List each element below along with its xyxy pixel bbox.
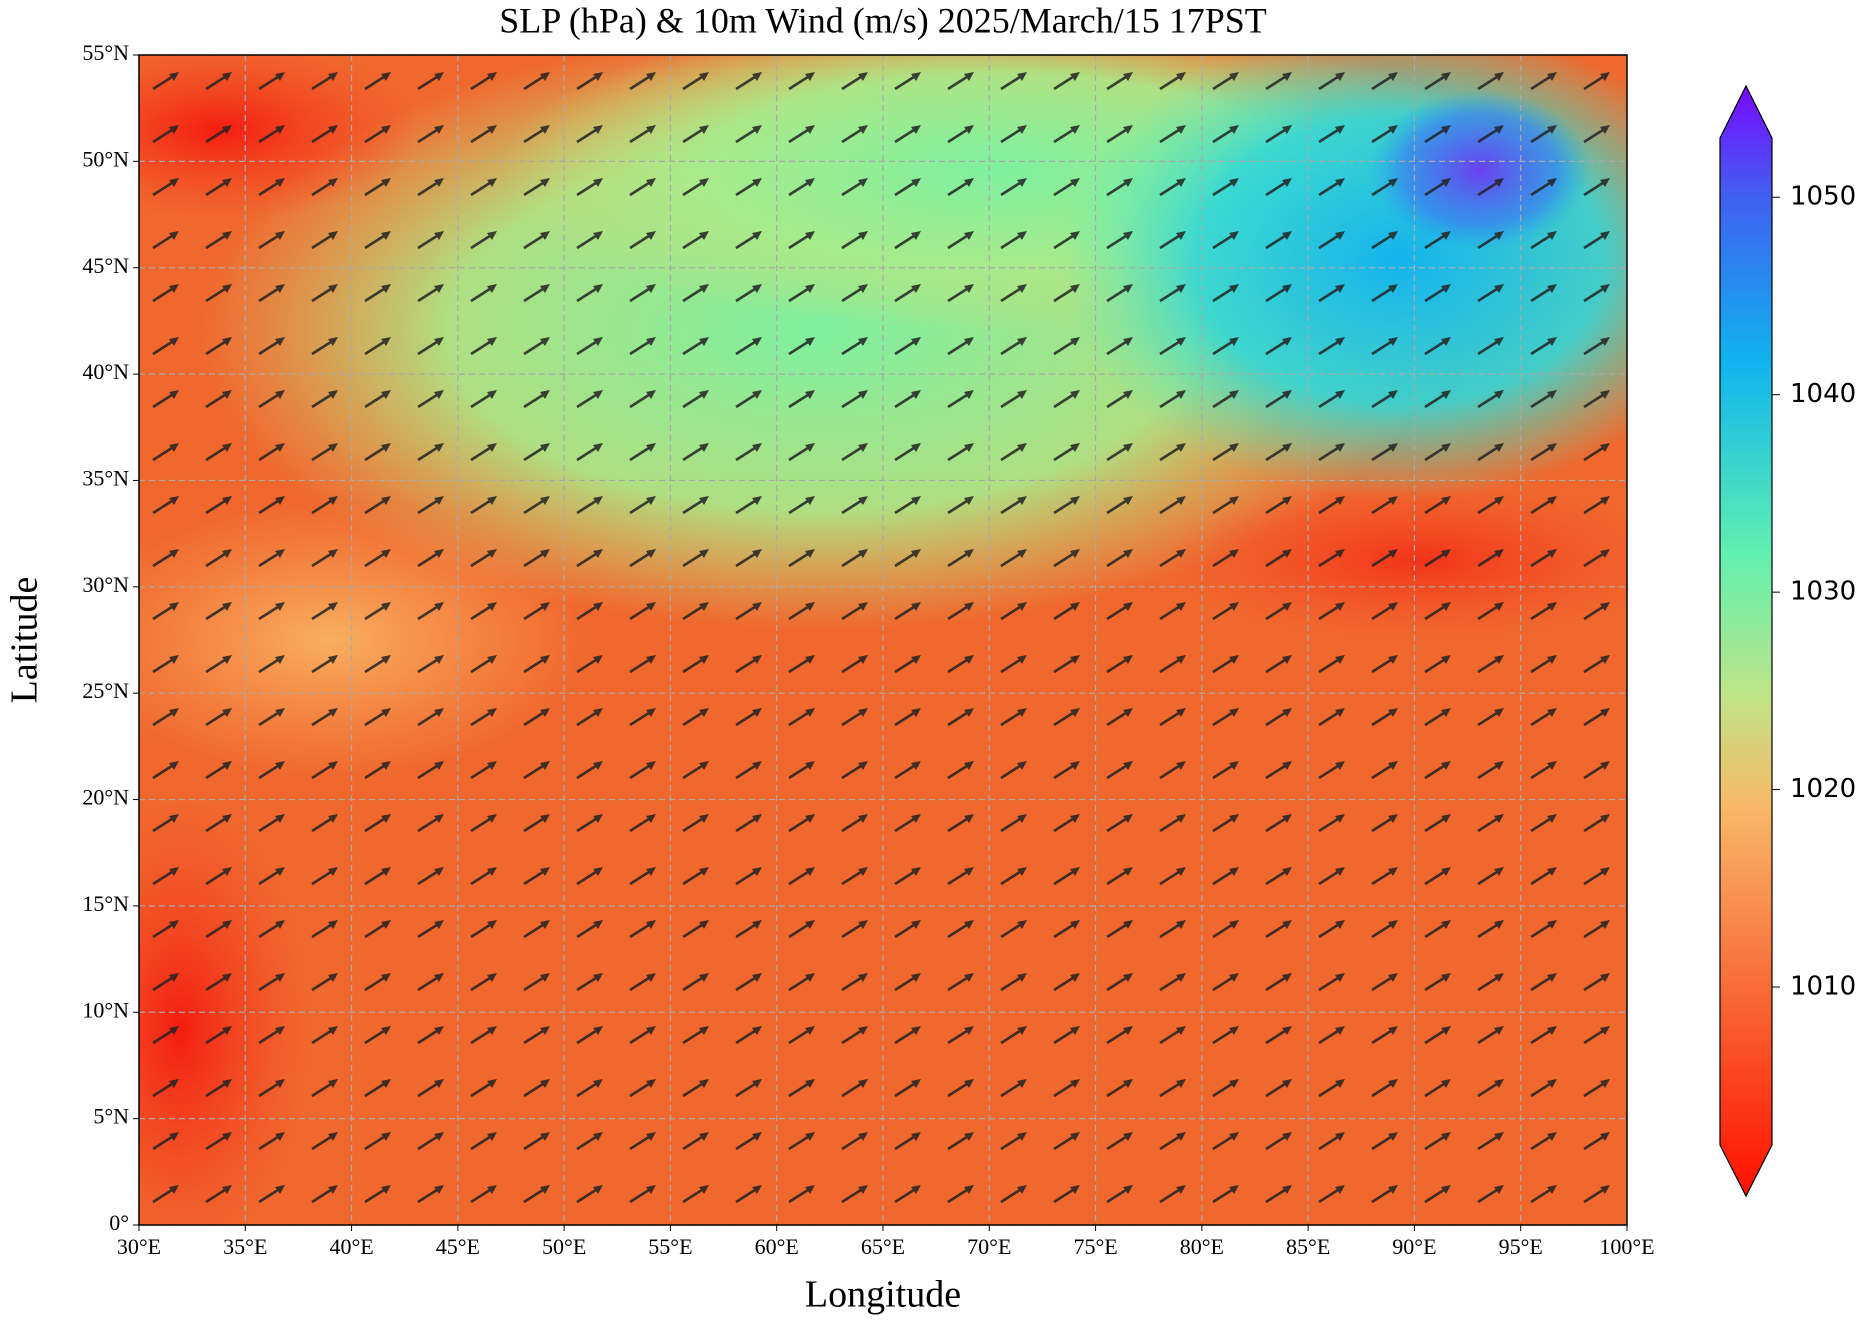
y-tick-label: 5°N — [93, 1104, 129, 1129]
slp-field — [139, 55, 1627, 1225]
x-tick-label: 45°E — [436, 1234, 480, 1259]
y-tick-label: 35°N — [82, 466, 129, 491]
y-tick-label: 45°N — [82, 253, 129, 278]
y-tick-label: 25°N — [82, 678, 129, 703]
x-tick-label: 30°E — [117, 1234, 161, 1259]
x-tick-label: 80°E — [1180, 1234, 1224, 1259]
y-tick-label: 10°N — [82, 997, 129, 1022]
x-tick-label: 35°E — [223, 1234, 267, 1259]
y-tick-label: 30°N — [82, 572, 129, 597]
y-tick-label: 0° — [109, 1210, 129, 1235]
x-axis-label: Longitude — [805, 1274, 961, 1316]
x-tick-label: 75°E — [1073, 1234, 1117, 1259]
y-tick-label: 15°N — [82, 891, 129, 916]
colorbar-tick-label: 1050 — [1790, 182, 1856, 212]
x-tick-label: 60°E — [755, 1234, 799, 1259]
y-tick-label: 55°N — [82, 40, 129, 65]
colorbar-tick-label: 1020 — [1790, 774, 1856, 804]
x-tick-label: 100°E — [1599, 1234, 1654, 1259]
y-axis-label: Latitude — [4, 577, 46, 704]
colorbar-tick-label: 1030 — [1790, 577, 1856, 607]
x-tick-label: 85°E — [1286, 1234, 1330, 1259]
x-tick-label: 95°E — [1499, 1234, 1543, 1259]
x-tick-label: 55°E — [648, 1234, 692, 1259]
x-tick-label: 40°E — [329, 1234, 373, 1259]
colorbar-tick-label: 1010 — [1790, 972, 1856, 1002]
x-tick-label: 70°E — [967, 1234, 1011, 1259]
x-tick-label: 50°E — [542, 1234, 586, 1259]
colorbar-tick-label: 1040 — [1790, 379, 1856, 409]
y-tick-label: 50°N — [82, 146, 129, 171]
y-tick-label: 40°N — [82, 359, 129, 384]
map-title: SLP (hPa) & 10m Wind (m/s) 2025/March/15… — [499, 0, 1267, 40]
x-tick-label: 65°E — [861, 1234, 905, 1259]
colorbar-body — [1719, 84, 1773, 1198]
colorbar: 1010 1020 1030 1040 1050 — [1719, 84, 1856, 1198]
y-tick-label: 20°N — [82, 785, 129, 810]
graticule — [138, 54, 1628, 1226]
x-tick-label: 90°E — [1392, 1234, 1436, 1259]
